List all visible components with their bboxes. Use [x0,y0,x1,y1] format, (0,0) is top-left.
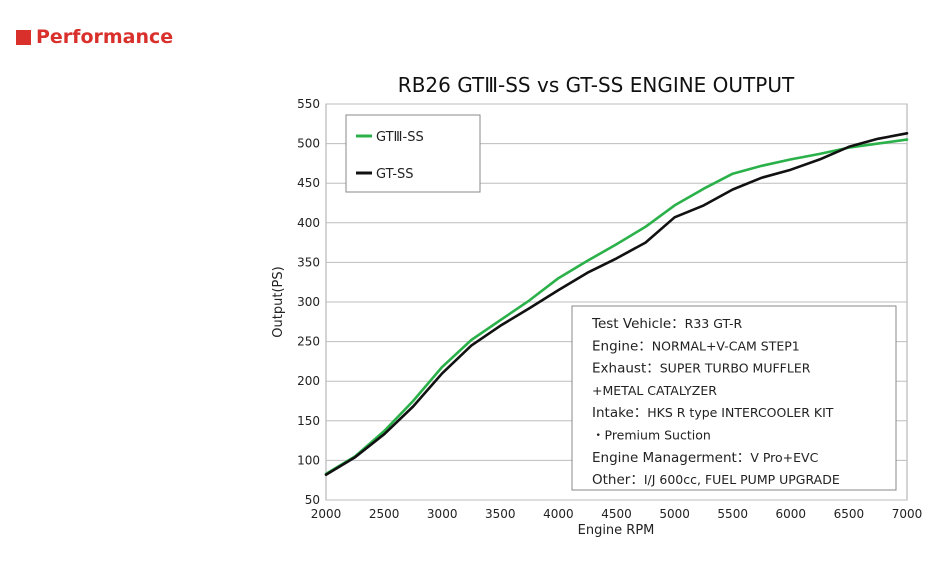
y-tick-label: 250 [297,335,320,349]
spec-value: SUPER TURBO MUFFLER [660,361,811,376]
square-bullet-icon [16,29,31,45]
spec-value: NORMAL+V-CAM STEP1 [652,338,800,353]
x-axis-label: Engine RPM [578,523,655,538]
y-tick-label: 50 [305,493,320,507]
x-tick-label: 6000 [776,507,807,521]
x-tick-label: 3000 [427,507,458,521]
spec-annotation: Test Vehicle：R33 GT-R Engine：NORMAL+V-CAM… [571,305,897,491]
legend: GTⅢ-SS GT-SS [345,114,481,193]
spec-line: Intake：HKS R type INTERCOOLER KIT [592,405,834,421]
section-title: Performance [36,26,174,48]
chart-title: RB26 GTⅢ-SS vs GT-SS ENGINE OUTPUT [398,73,795,97]
spec-line: Engine Managerment：V Pro+EVC [592,450,819,466]
spec-line: Other：I/J 600cc, FUEL PUMP UPGRADE [592,472,840,488]
spec-box [571,305,897,491]
y-tick-label: 500 [297,137,320,151]
x-tick-label: 3500 [485,507,516,521]
series-line-gt3ss [324,138,909,476]
x-tick-label: 2000 [311,507,342,521]
y-tick-label: 550 [297,97,320,111]
spec-line: Test Vehicle：R33 GT-R [591,316,742,332]
x-tick-label: 5500 [717,507,748,521]
y-tick-label: 350 [297,255,320,269]
y-tick-label: 150 [297,414,320,428]
spec-line: Engine：NORMAL+V-CAM STEP1 [592,338,800,354]
x-tick-label: 7000 [892,507,923,521]
spec-key: Other： [592,472,644,488]
spec-key: Test Vehicle： [591,316,685,332]
y-tick-label: 400 [297,216,320,230]
spec-value: ・Premium Suction [592,428,711,443]
x-tick-label: 5000 [659,507,690,521]
y-axis-label: Output(PS) [271,266,286,337]
spec-value: R33 GT-R [685,316,743,331]
spec-value: V Pro+EVC [750,450,818,465]
legend-box [345,114,481,193]
x-tick-label: 4000 [543,507,574,521]
tick-labels: 50 100 150 200 250 300 350 400 450 500 550 2000 2500… [297,97,922,521]
spec-line: +METAL CATALYZER [592,383,717,398]
spec-value: I/J 600cc, FUEL PUMP UPGRADE [644,472,840,487]
section-header: Performance [16,26,173,48]
legend-label-gt3ss: GTⅢ-SS [376,130,424,145]
spec-line: Exhaust：SUPER TURBO MUFFLER [592,361,811,377]
spec-key: Exhaust： [592,361,660,377]
legend-label-gtss: GT-SS [376,167,414,182]
spec-key: Intake： [592,405,647,421]
y-tick-label: 200 [297,374,320,388]
spec-value: +METAL CATALYZER [592,383,717,398]
spec-value: HKS R type INTERCOOLER KIT [647,405,834,420]
spec-key: Engine： [592,338,652,354]
x-tick-label: 6500 [834,507,865,521]
x-tick-label: 2500 [369,507,400,521]
y-tick-label: 100 [297,453,320,467]
y-tick-label: 450 [297,176,320,190]
series-line-gtss [324,132,909,476]
y-tick-label: 300 [297,295,320,309]
series-lines [324,132,909,476]
spec-key: Engine Managerment： [592,450,750,466]
spec-line: ・Premium Suction [592,428,711,443]
x-tick-label: 4500 [601,507,632,521]
